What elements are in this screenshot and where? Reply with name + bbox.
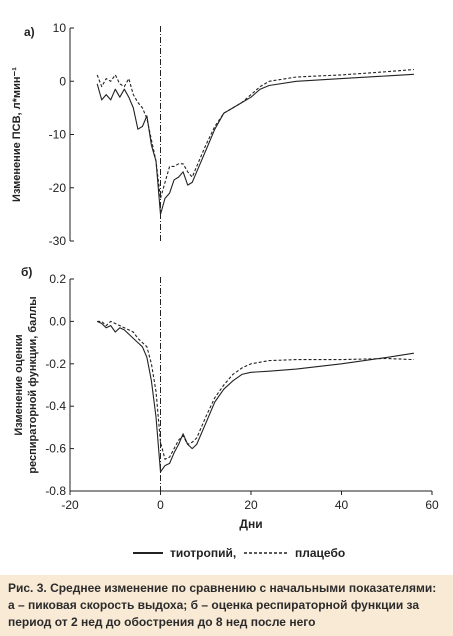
panel-1-series-placebo-line xyxy=(96,68,414,199)
panel-2-y-label-line-2: респираторной функции, баллы xyxy=(27,296,39,473)
panel-2-y-tick-label-1: 0.0 xyxy=(49,314,66,328)
panel-2-label: б) xyxy=(21,265,32,279)
panel-2-y-tick-label-2: -0.2 xyxy=(45,357,66,371)
panel-1-y-tick-label-3: -20 xyxy=(49,181,67,195)
figure: а) 10 0 -10 -20 -30 Изменение ПСВ, л*мин⁻¹ б) 0.… xyxy=(11,21,439,560)
panel-2-y-label-line-1: Изменение оценки xyxy=(13,334,25,435)
panel-2-x-tick-label-1: 0 xyxy=(157,498,164,512)
caption-box: Рис. 3. Среднее изменение по сравнению с… xyxy=(0,575,453,636)
panel-2-x-tick-label-4: 60 xyxy=(425,498,439,512)
panel-2-x-tick-label-3: 40 xyxy=(335,498,349,512)
legend-label-placebo: плацебо xyxy=(295,546,345,560)
panel-2-y-tick-label-4: -0.6 xyxy=(45,442,66,456)
panel-2-series-tiotropium-line xyxy=(96,320,414,473)
panel-2-x-tick-label-0: -20 xyxy=(61,498,79,512)
panel-1-y-tick-label-2: -10 xyxy=(49,128,67,142)
panel-2-y-tick-label-3: -0.4 xyxy=(45,399,66,413)
panel-1-y-tick-label-0: 10 xyxy=(53,21,67,35)
panel-1-y-tick-label-1: 0 xyxy=(59,74,66,88)
panel-1-series-tiotropium-line xyxy=(96,73,414,215)
panel-2-x-label: Дни xyxy=(239,517,262,531)
panel-2-y-tick-label-5: -0.8 xyxy=(45,484,66,498)
panel-2-y-tick-label-0: 0.2 xyxy=(49,272,66,286)
panel-2-x-tick-label-2: 20 xyxy=(244,498,258,512)
panel-1-label: а) xyxy=(24,25,35,39)
panel-1-y-tick-label-4: -30 xyxy=(49,234,67,248)
chart-svg: а) 10 0 -10 -20 -30 Изменение ПСВ, л*мин⁻¹ б) 0.… xyxy=(11,21,439,560)
figure-caption: Рис. 3. Среднее изменение по сравнению с… xyxy=(8,581,437,629)
panel-1-y-label: Изменение ПСВ, л*мин⁻¹ xyxy=(11,67,23,202)
panel-2-series-placebo-line xyxy=(97,320,414,460)
legend-label-tiotropium: тиотропий, xyxy=(170,546,236,560)
